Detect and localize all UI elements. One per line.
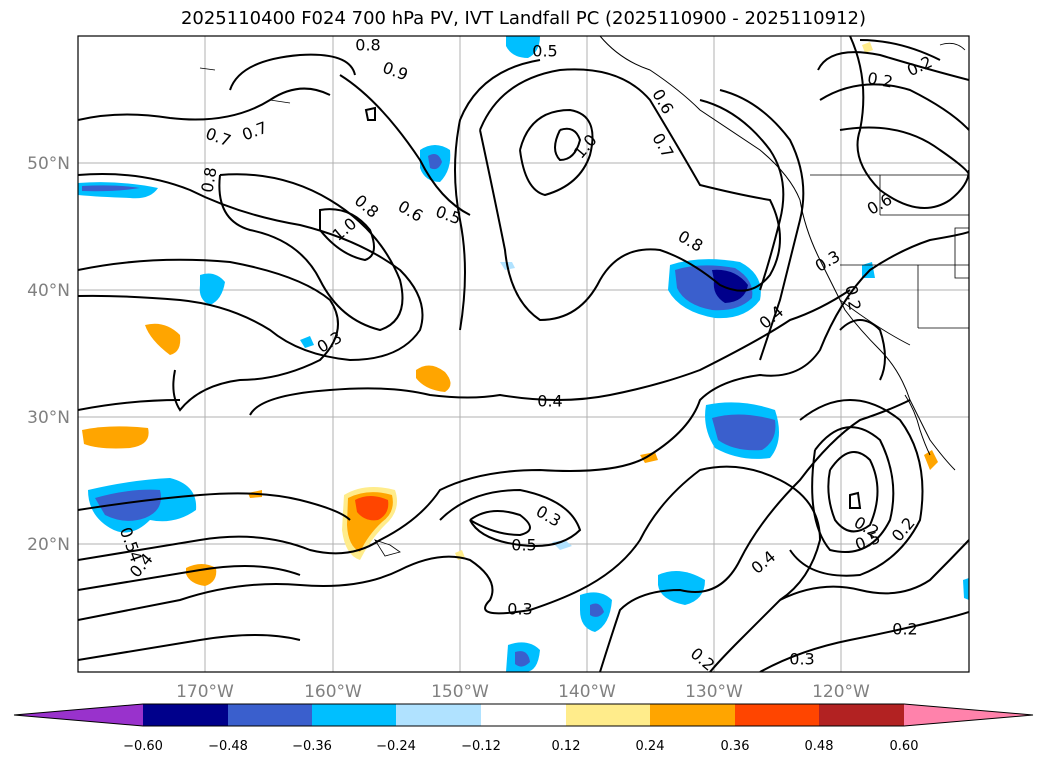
colorbar-tick-label: −0.48 (208, 739, 248, 754)
contour-label: 0.6 (648, 86, 677, 118)
lon-tick-labels: 170°W 160°W 150°W 140°W 130°W 120°W (176, 682, 870, 702)
contour-label: 0.2 (888, 514, 919, 546)
contour-label: 0.3 (507, 600, 532, 619)
colorbar-tick-label: 0.12 (552, 739, 581, 754)
lon-tick-label: 170°W (176, 682, 234, 702)
contour-label: 0.3 (533, 502, 565, 531)
lon-tick-label: 160°W (304, 682, 362, 702)
lat-tick-label: 40°N (27, 281, 70, 301)
contour-label: 0.9 (380, 58, 410, 85)
pc-shading (78, 36, 969, 672)
colorbar-tick-label: 0.48 (805, 739, 834, 754)
colorbar-swatch (481, 704, 566, 726)
lat-tick-label: 30°N (27, 408, 70, 428)
lat-tick-labels: 50°N 40°N 30°N 20°N (27, 154, 70, 555)
contour-label: 0.7 (648, 130, 677, 162)
lat-tick-label: 50°N (27, 154, 70, 174)
contour-label: 0.4 (756, 302, 788, 333)
colorbar-tick-label: −0.36 (292, 739, 332, 754)
contour-label: 0.2 (841, 284, 864, 312)
colorbar-outline (13, 703, 1034, 727)
lon-tick-label: 120°W (812, 682, 870, 702)
contour-label: 0.2 (866, 68, 894, 91)
map-frame (77, 35, 970, 673)
colorbar-swatch (735, 704, 819, 726)
contour-label: 1.0 (570, 131, 601, 163)
colorbar-tick-label: −0.12 (461, 739, 501, 754)
colorbar-tick-label: 0.36 (721, 739, 750, 754)
lon-tick-label: 130°W (685, 682, 743, 702)
contour-label: 0.3 (314, 328, 346, 357)
pv-contours (78, 36, 969, 672)
colorbar-swatch (904, 704, 1033, 726)
lon-tick-label: 140°W (558, 682, 616, 702)
colorbar (13, 703, 1034, 727)
contour-label: 0.4 (748, 547, 780, 578)
contour-label: 0.3 (789, 650, 814, 669)
colorbar-swatch (228, 704, 312, 726)
contour-label: 0.5 (433, 202, 463, 229)
colorbar-tick-label: −0.60 (123, 739, 163, 754)
colorbar-tick-label: 0.24 (636, 739, 665, 754)
contour-label: 0.4 (537, 392, 562, 411)
colorbar-swatch (14, 704, 143, 726)
colorbar-swatch (396, 704, 481, 726)
lon-tick-label: 150°W (431, 682, 489, 702)
contour-label: 0.3 (812, 247, 844, 276)
colorbar-tick-label: 0.60 (890, 739, 919, 754)
contour-label: 0.6 (395, 197, 427, 226)
contour-label: 0.8 (197, 166, 220, 194)
contour-label: 0.2 (892, 620, 917, 639)
lat-tick-label: 20°N (27, 535, 70, 555)
colorbar-swatch (566, 704, 650, 726)
colorbar-swatch (819, 704, 904, 726)
colorbar-tick-labels: −0.60 −0.48 −0.36 −0.24 −0.12 0.12 0.24 … (123, 739, 918, 754)
contour-label: 0.7 (203, 124, 233, 151)
colorbar-tick-label: −0.24 (376, 739, 416, 754)
colorbar-swatch (143, 704, 228, 726)
contour-labels: 0.8 0.50.90.7 0.70.81.00.8 0.6 0.51.00.60.70… (116, 36, 935, 675)
contour-label: 0.8 (675, 227, 707, 256)
gridlines (78, 36, 969, 672)
colorbar-swatch (650, 704, 735, 726)
contour-label: 0.8 (355, 36, 380, 55)
contour-label: 0.7 (239, 118, 269, 145)
coastline (199, 35, 970, 557)
contour-label: 0.6 (864, 190, 896, 219)
contour-label: 0.5 (511, 536, 536, 555)
contour-label: 0.5 (532, 42, 557, 61)
map-title: 2025110400 F024 700 hPa PV, IVT Landfall… (180, 8, 867, 29)
colorbar-swatch (312, 704, 396, 726)
